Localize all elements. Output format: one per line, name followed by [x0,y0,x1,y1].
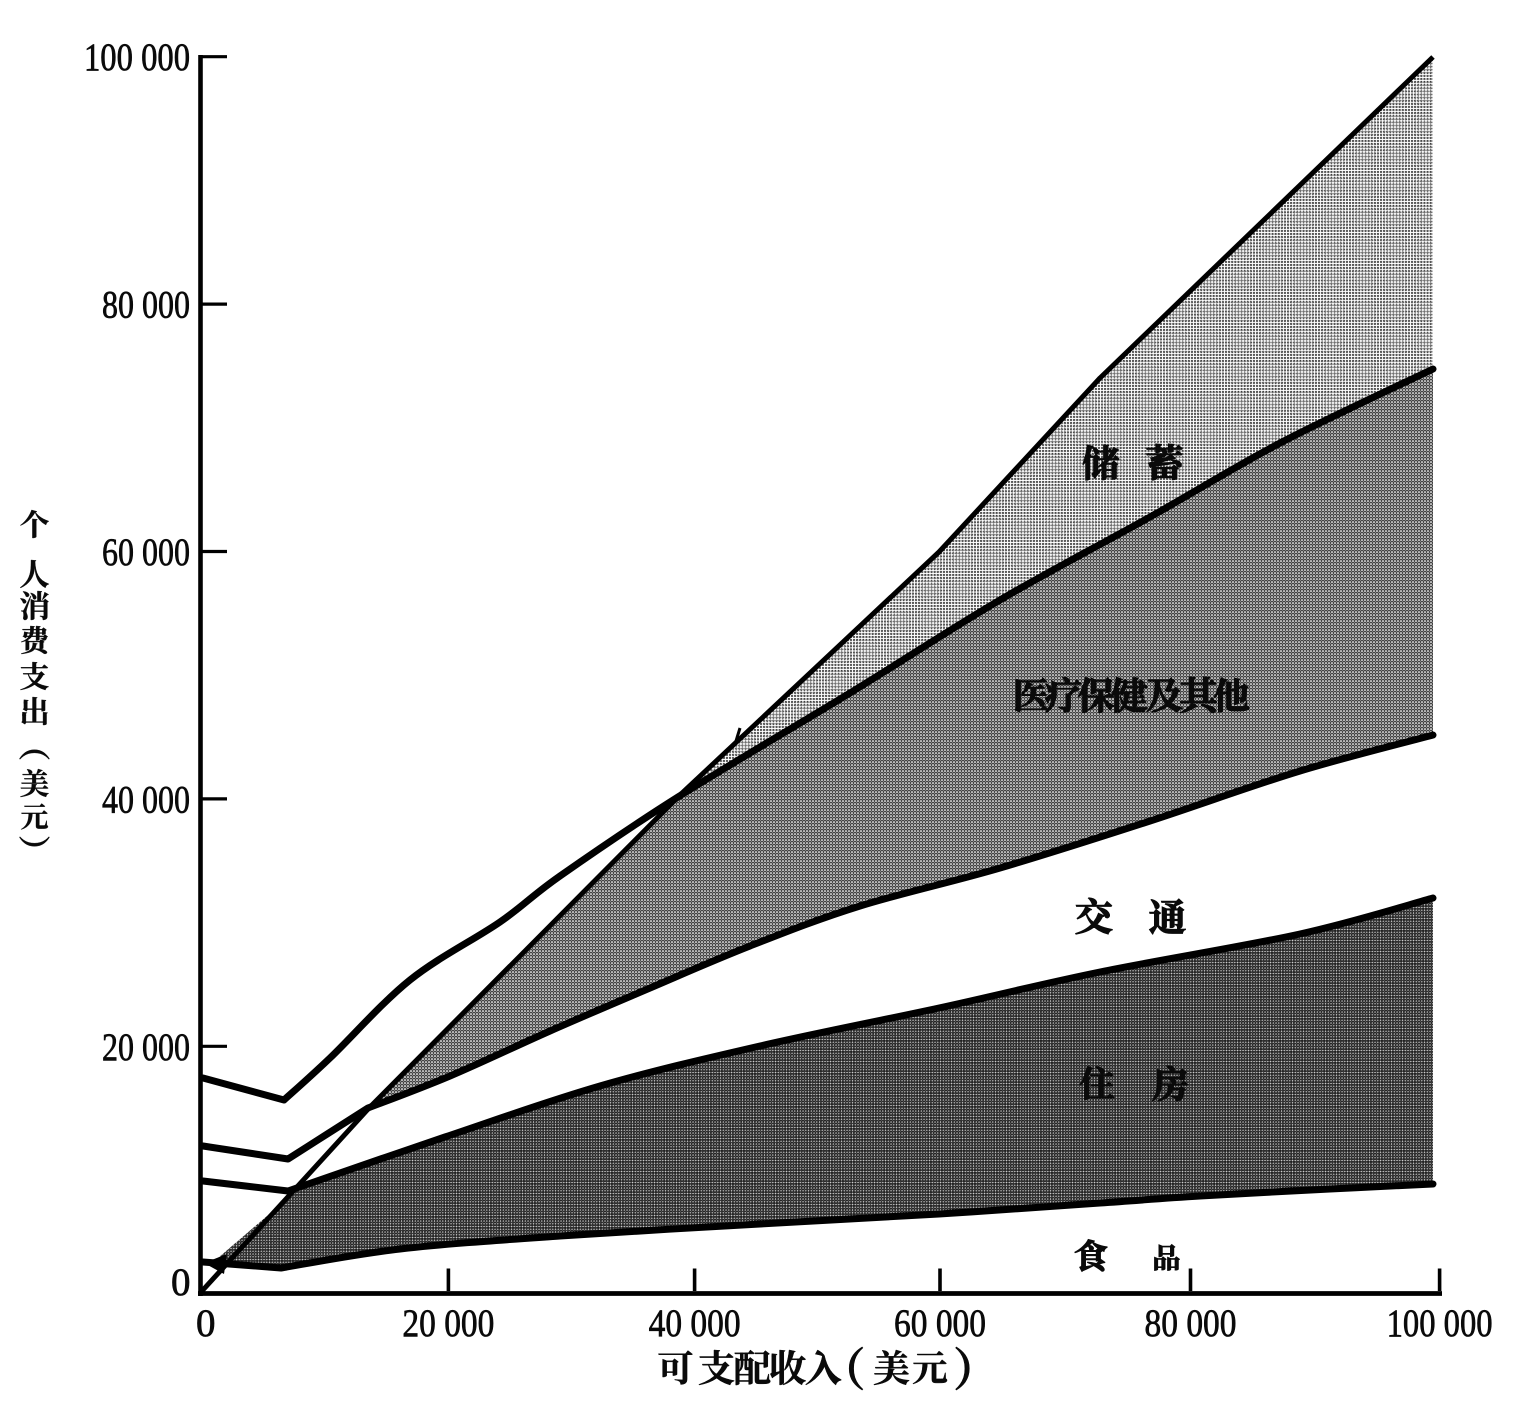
svg-text:80 000: 80 000 [102,284,190,327]
svg-text:40 000: 40 000 [649,1302,741,1345]
svg-text:0: 0 [171,1261,191,1304]
svg-text:60 000: 60 000 [102,531,190,574]
svg-text:100 000: 100 000 [1387,1302,1493,1345]
svg-text:0: 0 [196,1302,216,1345]
svg-text:40 000: 40 000 [102,778,190,821]
svg-text:60 000: 60 000 [894,1302,986,1345]
svg-text:20 000: 20 000 [402,1302,494,1345]
svg-text:80 000: 80 000 [1145,1302,1237,1345]
svg-text:20 000: 20 000 [102,1026,190,1069]
svg-text:100 000: 100 000 [84,36,190,79]
